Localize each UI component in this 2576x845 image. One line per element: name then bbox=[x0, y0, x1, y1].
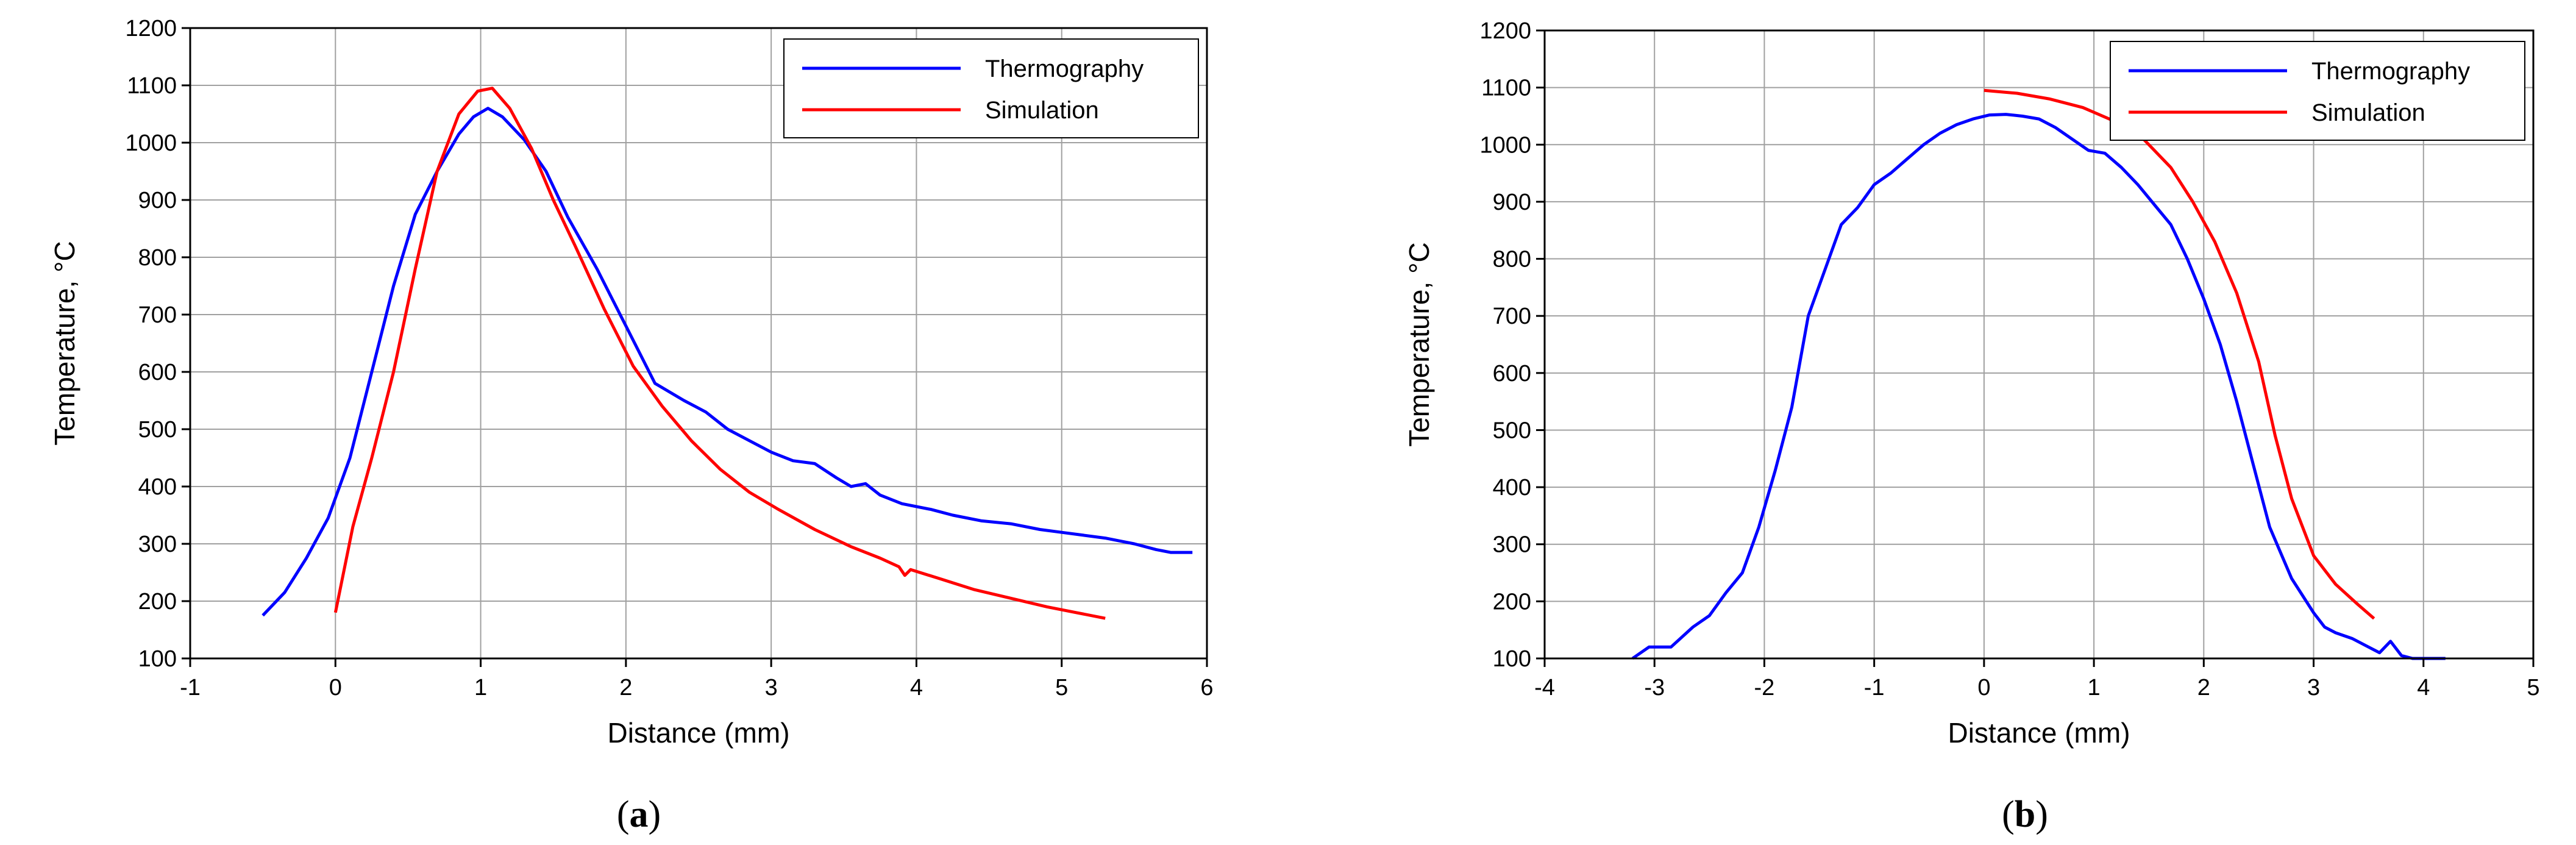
series-line-simulation bbox=[333, 87, 1106, 620]
series-line-simulation bbox=[1984, 88, 2375, 620]
y-axis-title: Temperature, °C bbox=[1403, 242, 1435, 446]
y-tick-label: 700 bbox=[138, 302, 177, 328]
y-tick-label: 1200 bbox=[1479, 18, 1531, 44]
x-tick-label: -3 bbox=[1644, 675, 1665, 701]
panel-letter-b: b bbox=[2015, 794, 2035, 835]
y-tick-label: 200 bbox=[1493, 589, 1531, 615]
y-tick-label: 800 bbox=[138, 245, 177, 271]
panel-caption-b: (b) bbox=[2002, 794, 2048, 835]
y-tick-label: 300 bbox=[138, 532, 177, 557]
y-tick-label: 700 bbox=[1493, 304, 1531, 329]
x-tick-label: 1 bbox=[474, 675, 487, 701]
legend-label-simulation: Simulation bbox=[985, 97, 1099, 124]
x-tick-label: 3 bbox=[765, 675, 778, 701]
x-tick-label: 2 bbox=[2197, 675, 2210, 701]
series-line-thermography bbox=[262, 107, 1193, 617]
y-tick-label: 100 bbox=[1493, 646, 1531, 672]
x-tick-label: -1 bbox=[1864, 675, 1885, 701]
chart-panel-b: -4 -3 -2 -1 0 1 2 3 4 5 100 200 300 400 500 600 700 800 90… bbox=[1403, 18, 2540, 835]
y-tick-label: 300 bbox=[1493, 532, 1531, 558]
y-axis-title: Temperature, °C bbox=[49, 241, 80, 445]
y-tick-label: 500 bbox=[1493, 418, 1531, 443]
y-tick-label: 1200 bbox=[125, 16, 177, 41]
y-tick-label: 100 bbox=[138, 646, 177, 672]
panel-letter-a: a bbox=[630, 794, 649, 835]
y-tick-label: 1100 bbox=[1481, 76, 1531, 101]
plot-frame bbox=[1543, 29, 2535, 660]
x-tick-label: 3 bbox=[2307, 675, 2320, 701]
legend: Thermography Simulation bbox=[783, 38, 1199, 138]
y-tick-label: 400 bbox=[1493, 475, 1531, 501]
x-axis-title: Distance (mm) bbox=[1948, 717, 2130, 749]
y-tick-label: 900 bbox=[1493, 190, 1531, 215]
x-tick-label: 1 bbox=[2088, 675, 2101, 701]
y-tick-label: 1100 bbox=[127, 73, 177, 99]
series-line-thermography bbox=[1631, 113, 2446, 660]
x-tick-label: 5 bbox=[1055, 675, 1068, 701]
y-tick-label: 500 bbox=[138, 417, 177, 443]
x-tick-label: -4 bbox=[1534, 675, 1555, 701]
y-tick-label: 1000 bbox=[1479, 132, 1531, 158]
legend-label-thermography: Thermography bbox=[2311, 58, 2470, 85]
y-tick-label: 900 bbox=[138, 188, 177, 213]
y-tick-label: 400 bbox=[138, 474, 177, 500]
x-axis-title: Distance (mm) bbox=[607, 717, 789, 749]
y-tick-label: 600 bbox=[1493, 361, 1531, 387]
plot-frame bbox=[189, 27, 1208, 660]
x-tick-label: 0 bbox=[1977, 675, 1990, 701]
x-tick-label: 0 bbox=[329, 675, 342, 701]
y-tick-label: 800 bbox=[1493, 247, 1531, 273]
legend: Thermography Simulation bbox=[2110, 41, 2525, 141]
x-tick-label: 4 bbox=[910, 675, 923, 701]
x-tick-label: 6 bbox=[1200, 675, 1213, 701]
x-tick-label: -1 bbox=[180, 675, 201, 701]
x-tick-label: 2 bbox=[619, 675, 632, 701]
y-tick-label: 600 bbox=[138, 360, 177, 385]
y-tick-label: 1000 bbox=[125, 130, 177, 156]
panel-caption-a: (a) bbox=[617, 794, 661, 835]
legend-label-thermography: Thermography bbox=[985, 55, 1144, 82]
x-tick-label: 4 bbox=[2417, 675, 2430, 701]
y-tick-label: 200 bbox=[138, 589, 177, 615]
chart-panel-a: -1 0 1 2 3 4 5 6 100 200 300 400 500 600 700 800 900 1000… bbox=[49, 16, 1214, 835]
x-tick-label: -2 bbox=[1754, 675, 1775, 701]
x-tick-label: 5 bbox=[2527, 675, 2539, 701]
legend-label-simulation: Simulation bbox=[2311, 99, 2425, 126]
